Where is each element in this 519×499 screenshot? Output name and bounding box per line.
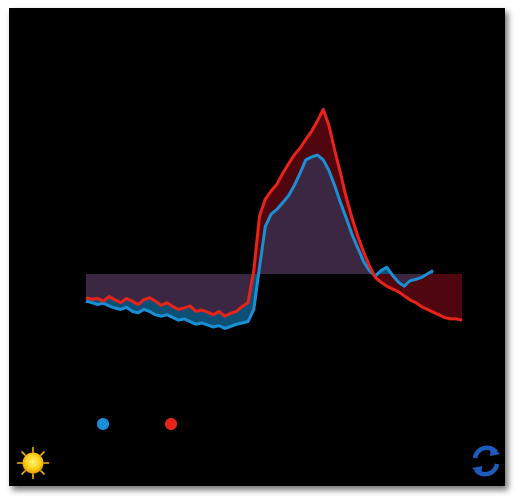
series-overlap-shade — [86, 109, 462, 321]
sun-icon[interactable] — [16, 446, 50, 480]
series-2-line — [85, 107, 463, 322]
refresh-icon[interactable] — [467, 442, 505, 480]
legend-marker-series-1[interactable] — [97, 418, 109, 430]
legend-marker-series-2[interactable] — [165, 418, 177, 430]
